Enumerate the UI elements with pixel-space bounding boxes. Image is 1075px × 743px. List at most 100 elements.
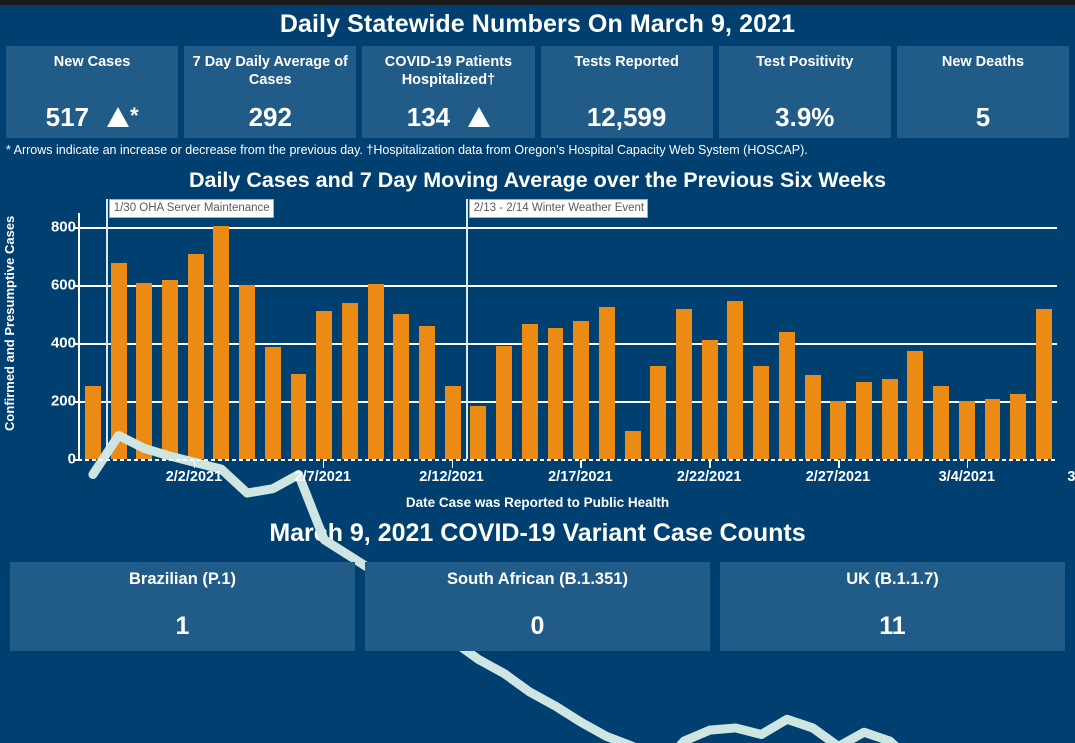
bar[interactable] [419, 326, 435, 459]
bar[interactable] [264, 346, 281, 459]
bar[interactable] [753, 366, 770, 459]
variant-card-south-african[interactable]: South African (B.1.351) 0 [365, 562, 710, 651]
bar-cell [337, 213, 363, 459]
kpi-card-test-positivity[interactable]: Test Positivity 3.9% [718, 46, 891, 138]
kpi-card-7-day-average[interactable]: 7 Day Daily Average of Cases 292 [184, 46, 357, 138]
bar[interactable] [521, 324, 538, 459]
bar[interactable] [650, 365, 667, 459]
bar-cell [723, 213, 749, 459]
bar[interactable] [933, 386, 950, 459]
kpi-label: New Deaths [941, 54, 1025, 70]
bar[interactable] [984, 398, 1001, 459]
x-tickmark [838, 460, 840, 468]
bar-cell [491, 213, 517, 459]
bar-cell [800, 213, 826, 459]
bar[interactable] [778, 331, 795, 459]
gridline [80, 227, 1057, 229]
bar[interactable] [598, 307, 615, 459]
kpi-value: 517 [45, 102, 89, 132]
y-tick-label: 400 [50, 334, 76, 352]
bar[interactable] [881, 379, 898, 459]
bar[interactable] [624, 430, 641, 459]
kpi-label: New Cases [53, 54, 131, 70]
x-tick-label: 2/7/2021 [294, 469, 351, 485]
bar[interactable] [110, 262, 127, 459]
bar[interactable] [907, 351, 924, 459]
bar-cell [851, 213, 877, 459]
bar[interactable] [830, 401, 847, 459]
reference-line [465, 199, 469, 459]
x-tick-label: 2/12/2021 [419, 469, 484, 485]
y-tickmark [73, 459, 80, 461]
bar[interactable] [701, 340, 718, 459]
bar[interactable] [136, 283, 153, 459]
y-tick-label: 800 [50, 218, 76, 236]
x-tick-label: 2/17/2021 [548, 469, 613, 485]
variant-card-brazilian[interactable]: Brazilian (P.1) 1 [10, 562, 355, 651]
kpi-value-row: 292 [184, 104, 356, 130]
bar[interactable] [290, 373, 307, 459]
bar-cell [157, 213, 183, 459]
y-tick-label: 200 [50, 392, 76, 410]
bar[interactable] [341, 303, 358, 459]
x-tick-label: 2/22/2021 [676, 469, 742, 485]
bar[interactable] [727, 300, 744, 459]
kpi-value: 292 [248, 102, 292, 132]
kpi-card-hospitalized[interactable]: COVID-19 Patients Hospitalized† 134 [362, 46, 535, 138]
bar[interactable] [573, 320, 590, 459]
kpi-value: 5 [975, 102, 991, 132]
y-tickmark [73, 343, 80, 345]
bar[interactable] [958, 401, 975, 459]
reference-line-label: 1/30 OHA Server Maintenance [108, 199, 274, 218]
bar-cell [825, 213, 851, 459]
gridline [80, 285, 1057, 287]
bar-cell [209, 213, 235, 459]
kpi-card-new-cases[interactable]: New Cases 517 * [6, 46, 179, 138]
bar[interactable] [84, 385, 101, 459]
kpi-value-row: 134 [362, 104, 534, 130]
bar-cell [260, 213, 286, 459]
bar-cell [1031, 213, 1057, 459]
y-tickmark [73, 227, 80, 229]
bar[interactable] [547, 328, 564, 459]
bar-cell [1005, 213, 1031, 459]
bar[interactable] [239, 284, 256, 459]
bar[interactable] [187, 253, 204, 459]
plot-area: 1/30 OHA Server Maintenance 2/13 - 2/14 W… [73, 199, 1057, 459]
kpi-card-new-deaths[interactable]: New Deaths 5 [896, 46, 1070, 138]
bar[interactable] [444, 385, 461, 459]
bar[interactable] [213, 226, 230, 459]
bar[interactable] [804, 374, 821, 459]
bar-cell [774, 213, 800, 459]
variant-card-uk[interactable]: UK (B.1.1.7) 11 [720, 562, 1065, 651]
y-tickmark [73, 285, 80, 287]
x-tickmark [193, 460, 196, 468]
x-tick-label: 2/2/2021 [165, 469, 223, 485]
bar-cell [466, 213, 492, 459]
kpi-value: 12,599 [586, 102, 667, 132]
bar-cell [286, 213, 312, 459]
x-tick-label: 3/4/2021 [938, 469, 996, 485]
bar[interactable] [316, 311, 333, 459]
bar[interactable] [496, 346, 513, 459]
bar[interactable] [162, 279, 178, 459]
bar-cell [311, 213, 337, 459]
kpi-card-tests-reported[interactable]: Tests Reported 12,599 [540, 46, 713, 138]
kpi-card-row: New Cases 517 * 7 Day Daily Average of C… [0, 46, 1075, 138]
gridline [80, 401, 1057, 403]
bar[interactable] [470, 406, 487, 459]
bar[interactable] [393, 314, 410, 459]
kpi-label: Tests Reported [574, 54, 679, 70]
variant-value: 11 [879, 612, 906, 640]
bar[interactable] [676, 308, 692, 459]
bar-cell [106, 213, 132, 459]
bar[interactable] [1035, 309, 1052, 459]
kpi-value-row: 3.9% [719, 104, 891, 130]
bar[interactable] [855, 382, 872, 459]
arrow-up-icon [468, 107, 491, 127]
variant-label: Brazilian (P.1) [129, 570, 236, 588]
bar[interactable] [367, 284, 384, 459]
kpi-value-row: 517 * [6, 104, 178, 130]
bar[interactable] [1010, 393, 1027, 459]
